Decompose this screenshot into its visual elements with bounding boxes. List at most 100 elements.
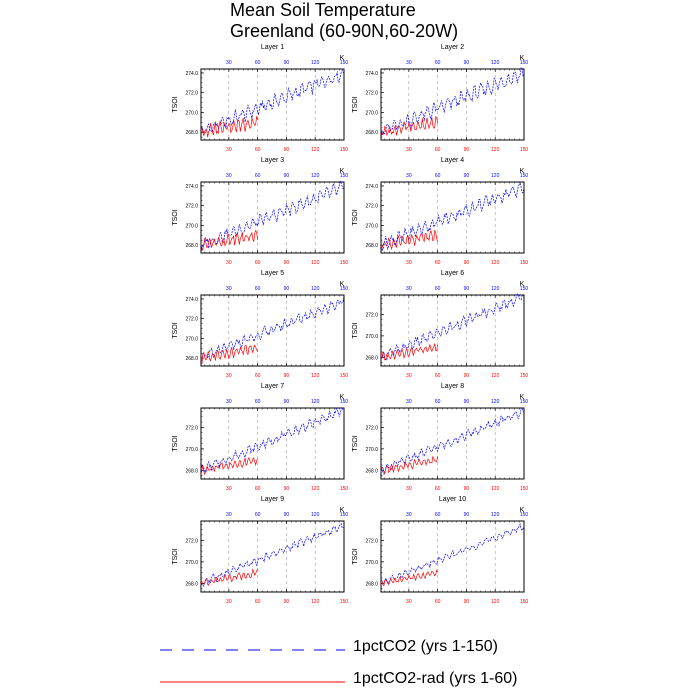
x-tick-label-bottom: 60 <box>255 260 261 266</box>
x-tick-label-top: 150 <box>340 512 349 518</box>
x-tick-label-top: 90 <box>284 286 290 292</box>
x-tick-label-top: 150 <box>340 399 349 405</box>
x-tick-label-bottom: 60 <box>255 486 261 492</box>
legend-item-1pctco2: 1pctCO2 (yrs 1-150) <box>160 638 580 662</box>
x-tick-label-top: 90 <box>464 512 470 518</box>
x-tick-label-top: 90 <box>284 60 290 66</box>
y-tick-label: 272.0 <box>185 317 198 323</box>
units-label: K <box>520 55 525 62</box>
y-axis-label: TSOI <box>172 96 179 112</box>
x-tick-label-bottom: 120 <box>311 373 320 379</box>
y-tick-label: 272.0 <box>365 538 378 544</box>
plot-frame <box>380 181 525 254</box>
y-tick-label: 268.0 <box>365 468 378 474</box>
y-tick-label: 272.0 <box>365 312 378 318</box>
y-tick-label: 268.0 <box>365 581 378 587</box>
x-tick-label-bottom: 150 <box>340 373 349 379</box>
x-tick-label-top: 30 <box>226 512 232 518</box>
units-label: K <box>520 281 525 288</box>
x-tick-label-bottom: 120 <box>491 260 500 266</box>
x-tick-label-bottom: 60 <box>255 373 261 379</box>
series-1pctco2-rad-line <box>380 455 438 475</box>
legend-swatch-dashed <box>160 649 345 651</box>
x-tick-label-top: 30 <box>226 286 232 292</box>
x-tick-label-top: 60 <box>255 512 261 518</box>
y-axis-label: TSOI <box>172 548 179 564</box>
x-tick-label-bottom: 90 <box>284 486 290 492</box>
series-1pctco2-rad-line <box>200 456 258 476</box>
x-tick-label-bottom: 120 <box>311 486 320 492</box>
x-tick-label-top: 30 <box>406 399 412 405</box>
x-tick-label-top: 30 <box>226 173 232 179</box>
x-tick-label-top: 120 <box>491 286 500 292</box>
x-tick-label-top: 150 <box>340 173 349 179</box>
y-axis-label: TSOI <box>172 435 179 451</box>
units-label: K <box>520 507 525 514</box>
x-tick-label-top: 30 <box>226 399 232 405</box>
x-tick-label-bottom: 90 <box>464 260 470 266</box>
series-1pctco2-rad-line <box>380 343 438 361</box>
x-tick-label-top: 30 <box>406 286 412 292</box>
x-tick-label-top: 120 <box>311 60 320 66</box>
panel-2: Layer 2 K 30 60 90 120 150 30 60 90 120 150 268.0 270… <box>352 44 528 153</box>
x-tick-label-top: 60 <box>435 286 441 292</box>
x-tick-label-bottom: 120 <box>491 373 500 379</box>
x-tick-label-top: 120 <box>311 399 320 405</box>
legend-label-1pctco2-rad: 1pctCO2-rad (yrs 1-60) <box>353 670 518 687</box>
chart-title-line1: Mean Soil Temperature <box>230 0 416 20</box>
x-tick-label-top: 120 <box>491 512 500 518</box>
panel-title: Layer 4 <box>441 157 464 164</box>
x-tick-label-bottom: 30 <box>406 147 412 153</box>
x-tick-label-bottom: 150 <box>520 373 529 379</box>
series-1pctco2-line <box>200 522 345 587</box>
panel-9: Layer 9 K 30 60 90 120 150 30 60 90 120 150 268.0 270… <box>172 496 348 605</box>
x-tick-label-top: 120 <box>311 173 320 179</box>
panel-title: Layer 10 <box>439 496 466 503</box>
series-1pctco2-line <box>380 182 525 251</box>
x-tick-label-bottom: 30 <box>406 486 412 492</box>
y-axis-label: TSOI <box>172 322 179 338</box>
x-tick-label-bottom: 120 <box>491 486 500 492</box>
chart-title: Mean Soil Temperature Greenland (60-90N,… <box>230 0 458 42</box>
x-tick-label-top: 120 <box>311 512 320 518</box>
x-tick-label-bottom: 90 <box>284 260 290 266</box>
x-tick-label-bottom: 150 <box>520 260 529 266</box>
x-tick-label-top: 30 <box>406 60 412 66</box>
x-tick-label-bottom: 60 <box>255 147 261 153</box>
y-tick-label: 270.0 <box>185 447 198 453</box>
y-tick-label: 270.0 <box>365 110 378 116</box>
legend-swatch-solid <box>160 681 345 683</box>
plot-frame <box>200 181 345 254</box>
x-tick-label-top: 60 <box>255 173 261 179</box>
x-tick-label-bottom: 150 <box>340 599 349 605</box>
y-axis-label: TSOI <box>352 209 359 225</box>
x-tick-label-bottom: 60 <box>435 147 441 153</box>
y-axis-label: TSOI <box>352 435 359 451</box>
plot-frame <box>200 68 345 141</box>
x-tick-label-top: 60 <box>255 60 261 66</box>
x-tick-label-top: 60 <box>435 60 441 66</box>
x-tick-label-bottom: 90 <box>464 147 470 153</box>
y-tick-label: 274.0 <box>185 297 198 303</box>
x-tick-label-bottom: 150 <box>340 260 349 266</box>
x-tick-label-top: 90 <box>464 399 470 405</box>
y-tick-label: 268.0 <box>185 468 198 474</box>
y-tick-label: 272.0 <box>185 538 198 544</box>
series-1pctco2-rad-line <box>200 344 258 365</box>
panel-4: Layer 4 K 30 60 90 120 150 30 60 90 120 150 268.0 270… <box>352 157 528 266</box>
y-tick-label: 270.0 <box>365 223 378 229</box>
x-tick-label-bottom: 30 <box>406 260 412 266</box>
panel-grid: Layer 1 K 30 60 90 120 150 30 60 90 120 150 268.0 270… <box>172 44 528 605</box>
x-tick-label-bottom: 60 <box>435 373 441 379</box>
y-tick-label: 268.0 <box>365 243 378 249</box>
x-tick-label-bottom: 150 <box>340 486 349 492</box>
x-tick-label-top: 30 <box>406 512 412 518</box>
y-tick-label: 272.0 <box>185 91 198 97</box>
y-tick-label: 270.0 <box>185 110 198 116</box>
panel-6: Layer 6 K 30 60 90 120 150 30 60 90 120 150 268.0 270… <box>352 270 528 379</box>
panel-title: Layer 1 <box>261 44 284 51</box>
legend-item-1pctco2-rad: 1pctCO2-rad (yrs 1-60) <box>160 670 580 694</box>
x-tick-label-top: 120 <box>491 173 500 179</box>
x-tick-label-bottom: 30 <box>226 486 232 492</box>
x-tick-label-bottom: 90 <box>464 373 470 379</box>
